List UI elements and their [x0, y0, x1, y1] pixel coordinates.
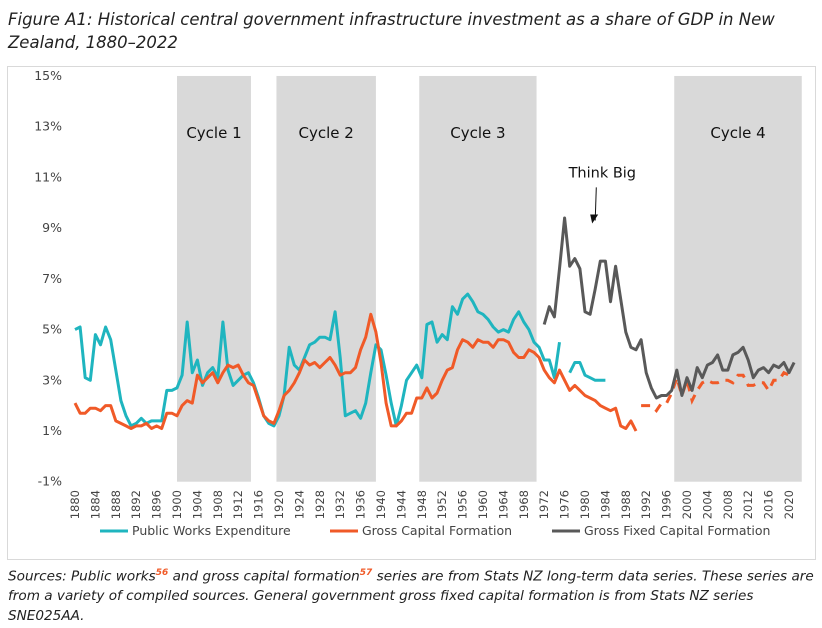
x-tick-label: 1980	[578, 490, 592, 519]
cycle-label: Cycle 3	[450, 124, 505, 142]
legend-label: Gross Capital Formation	[362, 523, 512, 538]
x-tick-label: 1912	[231, 490, 245, 519]
arrowhead-icon	[590, 214, 599, 224]
x-tick-label: 2012	[741, 490, 755, 519]
y-tick-label: -1%	[38, 474, 62, 489]
footnote-ref-57[interactable]: 57	[359, 568, 373, 578]
shaded-period	[674, 75, 802, 482]
y-tick-label: 9%	[42, 220, 62, 235]
x-tick-label: 1888	[109, 490, 123, 519]
x-tick-label: 1948	[415, 490, 429, 519]
y-tick-label: 15%	[34, 68, 62, 83]
x-tick-label: 1952	[435, 490, 449, 519]
chart-frame	[7, 66, 816, 560]
shaded-period	[177, 75, 251, 482]
x-tick-label: 1880	[68, 490, 82, 519]
x-tick-label: 1928	[313, 490, 327, 519]
x-tick-label: 1972	[537, 490, 551, 519]
y-tick-label: 5%	[42, 322, 62, 337]
series-line-public-works-expenditure	[74, 292, 561, 428]
figure-title: Figure A1: Historical central government…	[8, 10, 775, 52]
cycle-label: Cycle 4	[710, 124, 765, 142]
x-tick-label: 2016	[762, 490, 776, 519]
x-tick-label: 1900	[170, 490, 184, 519]
y-tick-label: 7%	[42, 271, 62, 286]
x-tick-label: 1904	[190, 490, 204, 519]
series-line-public-works-expenditure	[568, 361, 606, 382]
sources-text-3: series are from Stats NZ long-term data …	[8, 568, 814, 624]
cycle-label: Cycle 1	[186, 124, 241, 142]
series-line-gross-fixed-capital-formation	[542, 216, 796, 400]
sources-text-1: Sources: Public works	[8, 568, 156, 585]
x-tick-label: 1996	[660, 490, 674, 519]
series-line-dashed-gross-capital-formation	[641, 370, 795, 414]
annotation-think-big: Think Big	[568, 165, 636, 181]
x-tick-label: 1940	[374, 490, 388, 519]
footnote-ref-56[interactable]: 56	[155, 568, 169, 578]
x-tick-label: 1956	[456, 490, 470, 519]
y-tick-label: 13%	[34, 119, 62, 134]
x-tick-label: 1884	[88, 490, 102, 519]
x-tick-label: 1920	[272, 490, 286, 519]
x-tick-label: 1968	[517, 490, 531, 519]
x-tick-label: 2020	[782, 490, 796, 519]
y-tick-label: 3%	[42, 372, 62, 387]
x-tick-label: 1916	[252, 490, 266, 519]
y-tick-label: 1%	[42, 423, 62, 438]
x-tick-label: 1944	[394, 490, 408, 519]
legend-label: Public Works Expenditure	[132, 523, 291, 538]
x-tick-label: 1908	[211, 490, 225, 519]
x-tick-label: 2000	[680, 490, 694, 519]
x-tick-label: 2004	[700, 490, 714, 519]
x-tick-label: 1896	[150, 490, 164, 519]
x-tick-label: 1932	[333, 490, 347, 519]
shaded-period	[419, 75, 537, 482]
x-tick-label: 1992	[639, 490, 653, 519]
x-tick-label: 2008	[721, 490, 735, 519]
x-tick-label: 1976	[558, 490, 572, 519]
x-tick-label: 1960	[476, 490, 490, 519]
series-line-gross-capital-formation	[73, 312, 638, 432]
x-tick-label: 1892	[129, 490, 143, 519]
x-tick-label: 1936	[354, 490, 368, 519]
legend-label: Gross Fixed Capital Formation	[584, 523, 770, 538]
x-tick-label: 1964	[496, 490, 510, 519]
sources-note: Sources: Public works56 and gross capita…	[8, 564, 818, 626]
cycle-label: Cycle 2	[299, 124, 354, 142]
x-tick-label: 1988	[619, 490, 633, 519]
y-tick-label: 11%	[34, 169, 62, 184]
x-tick-label: 1984	[598, 490, 612, 519]
x-tick-label: 1924	[292, 490, 306, 519]
sources-text-2: and gross capital formation	[168, 568, 360, 585]
